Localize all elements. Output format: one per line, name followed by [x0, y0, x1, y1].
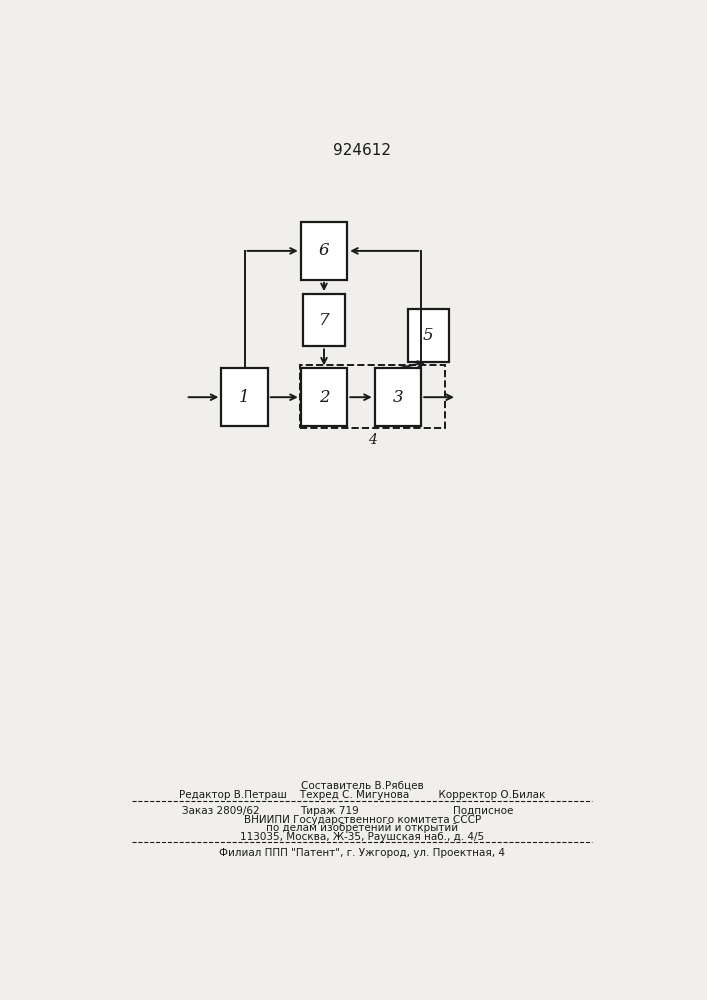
Text: 5: 5 [423, 327, 433, 344]
Text: по делам изобретений и открытий: по делам изобретений и открытий [267, 823, 458, 833]
Text: Подписное: Подписное [452, 806, 513, 816]
Bar [375, 368, 421, 426]
Text: 113035, Москва, Ж-35, Раушская наб., д. 4/5: 113035, Москва, Ж-35, Раушская наб., д. … [240, 832, 484, 842]
Text: Филиал ППП "Патент", г. Ужгород, ул. Проектная, 4: Филиал ППП "Патент", г. Ужгород, ул. Про… [219, 848, 506, 858]
Text: 924612: 924612 [333, 143, 392, 158]
Text: Заказ 2809/62: Заказ 2809/62 [182, 806, 259, 816]
Text: 2: 2 [319, 389, 329, 406]
Bar [300, 368, 347, 426]
Bar [221, 368, 268, 426]
Text: 6: 6 [319, 242, 329, 259]
Text: 7: 7 [319, 312, 329, 329]
Text: Составитель В.Рябцев: Составитель В.Рябцев [301, 780, 423, 790]
Text: Редактор В.Петраш    Техред С. Мигунова         Корректор О.Билак: Редактор В.Петраш Техред С. Мигунова Кор… [179, 790, 546, 800]
Text: 4: 4 [368, 433, 377, 447]
Text: 1: 1 [239, 389, 250, 406]
Bar [300, 365, 445, 428]
Text: 3: 3 [392, 389, 403, 406]
Bar [407, 309, 449, 362]
Bar [303, 294, 344, 346]
Bar [300, 222, 347, 280]
Text: Тираж 719: Тираж 719 [300, 806, 359, 816]
Text: ВНИИПИ Государственного комитета СССР: ВНИИПИ Государственного комитета СССР [244, 815, 481, 825]
